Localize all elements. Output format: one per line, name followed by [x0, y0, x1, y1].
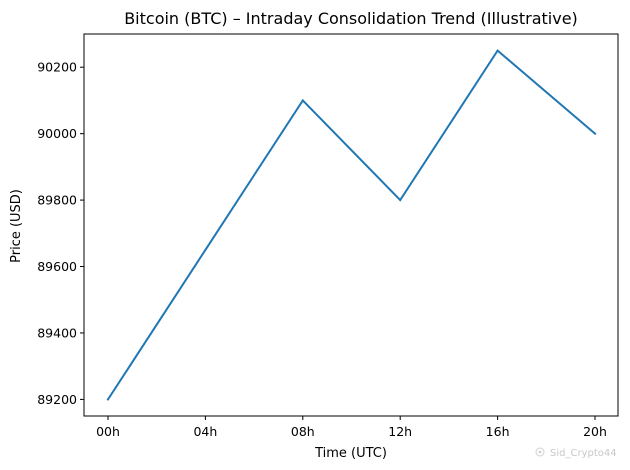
x-tick-label: 00h	[96, 424, 120, 439]
data-point	[107, 398, 109, 401]
x-tick-label: 20h	[583, 424, 607, 439]
x-tick-label: 12h	[388, 424, 412, 439]
chart-title: Bitcoin (BTC) – Intraday Consolidation T…	[124, 9, 578, 28]
y-tick-label: 90000	[37, 126, 77, 141]
y-axis-label: Price (USD)	[9, 189, 24, 263]
watermark-logo-icon	[535, 447, 545, 457]
data-point	[204, 248, 207, 251]
data-point	[594, 132, 596, 135]
watermark-text: Sid_Crypto44	[550, 448, 617, 459]
y-tick-label: 89600	[37, 259, 77, 274]
y-tick-label: 89400	[37, 325, 77, 340]
data-point	[496, 49, 499, 52]
y-tick-label: 90200	[37, 60, 77, 75]
data-point	[399, 199, 402, 202]
x-tick-label: 08h	[291, 424, 315, 439]
y-tick-label: 89200	[37, 392, 77, 407]
x-tick-label: 04h	[193, 424, 217, 439]
x-axis-label: Time (UTC)	[314, 446, 387, 461]
plot-frame	[83, 33, 619, 417]
plot-area: 00h 04h 08h 12h 16h 20h 89200 89400 89600 89800 90…	[37, 33, 619, 439]
x-tick-label: 16h	[486, 424, 510, 439]
watermark: Sid_Crypto44	[535, 447, 617, 459]
data-point	[301, 99, 304, 102]
series-line	[106, 49, 597, 401]
y-tick-label: 89800	[37, 193, 77, 208]
